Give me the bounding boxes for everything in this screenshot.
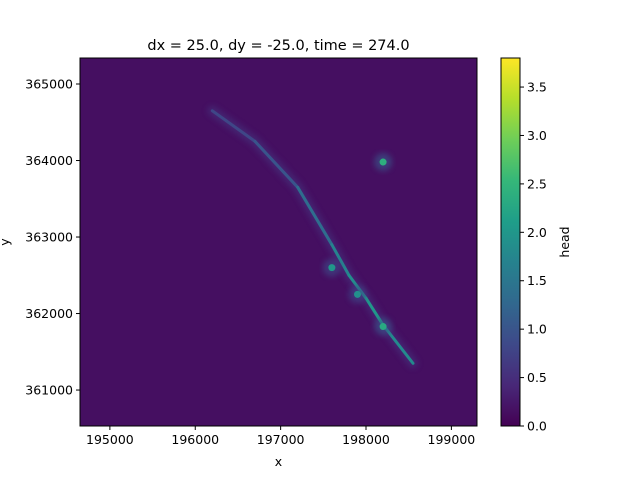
y-tick-label: 361000	[25, 383, 73, 398]
chart-title: dx = 25.0, dy = -25.0, time = 274.0	[147, 38, 409, 54]
colorbar: 0.0 0.5 1.0 1.5 2.0 2.5 3.0 3.5 head	[500, 57, 572, 434]
hotspot	[379, 323, 387, 331]
plot-area	[79, 57, 478, 427]
ridge-segment	[330, 243, 351, 277]
ridge-segment	[296, 185, 334, 247]
hotspot	[353, 290, 361, 298]
hotspot	[379, 158, 387, 166]
colorbar-tick-label: 0.5	[527, 370, 547, 385]
y-axis-label: y	[0, 238, 12, 246]
colorbar-tick-label: 0.0	[527, 419, 547, 434]
y-tick-label: 365000	[25, 77, 73, 92]
x-tick-label: 198000	[342, 432, 390, 447]
x-tick-label: 195000	[86, 432, 134, 447]
x-tick-label: 196000	[171, 432, 219, 447]
y-tick-label: 362000	[25, 306, 73, 321]
x-tick-label: 199000	[428, 432, 476, 447]
colorbar-frame	[500, 57, 521, 427]
head-field	[80, 58, 477, 426]
x-tick-label: 197000	[257, 432, 305, 447]
colorbar-tick-label: 2.0	[527, 225, 547, 240]
colorbar-label: head	[557, 226, 572, 257]
x-axis: 195000 196000 197000 198000 199000	[86, 426, 475, 447]
ridge-segment	[253, 139, 300, 189]
colorbar-tick-label: 3.5	[527, 80, 547, 95]
y-tick-label: 363000	[25, 230, 73, 245]
plot-frame	[79, 57, 478, 427]
x-axis-label: x	[275, 454, 282, 469]
y-tick-label: 364000	[25, 153, 73, 168]
field-background	[80, 58, 477, 426]
hotspot	[328, 264, 336, 272]
colorbar-ticks: 0.0 0.5 1.0 1.5 2.0 2.5 3.0 3.5	[520, 80, 547, 434]
colorbar-tick-label: 2.5	[527, 176, 547, 191]
colorbar-tick-label: 3.0	[527, 128, 547, 143]
y-axis: 361000 362000 363000 364000 365000	[25, 77, 80, 398]
ridge-segment	[210, 109, 257, 143]
colorbar-tick-label: 1.0	[527, 322, 547, 337]
colorbar-fill	[501, 58, 520, 426]
colorbar-tick-label: 1.5	[527, 273, 547, 288]
